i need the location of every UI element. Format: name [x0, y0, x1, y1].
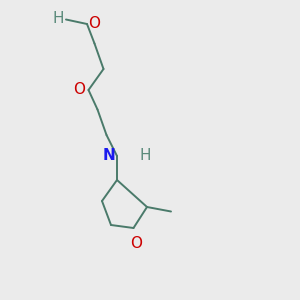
- Text: H: H: [53, 11, 64, 26]
- Text: O: O: [74, 82, 86, 98]
- Text: N: N: [103, 148, 116, 164]
- Text: H: H: [140, 148, 151, 164]
- Text: O: O: [130, 236, 142, 250]
- Text: O: O: [88, 16, 101, 31]
